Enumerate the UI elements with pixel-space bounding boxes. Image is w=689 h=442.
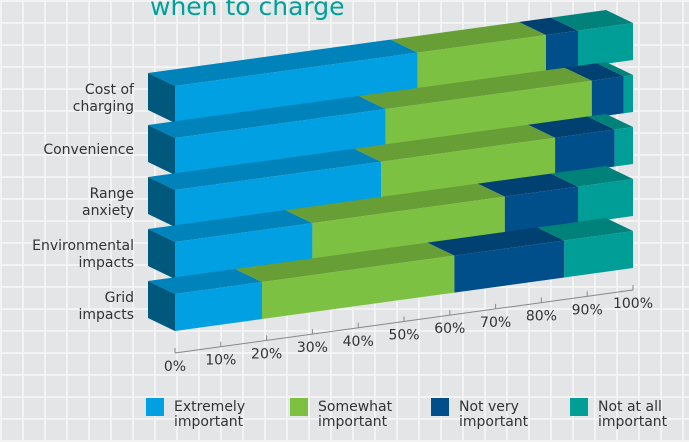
bar-side (148, 229, 175, 279)
bar-top (477, 173, 578, 197)
bar-segment (477, 173, 578, 234)
bar-segment (537, 218, 633, 278)
legend-label: Not at all important (598, 399, 668, 430)
category-label: Range anxiety (81, 185, 134, 219)
bar-top (358, 67, 592, 109)
bar-side (148, 281, 175, 331)
x-tick-label: 100% (613, 296, 653, 312)
bar-segment (148, 39, 418, 123)
bar-segment (148, 148, 382, 227)
bar-top (551, 166, 633, 187)
bar-front (504, 186, 578, 234)
bar-side (148, 177, 175, 227)
bar-segment (358, 67, 592, 146)
bar-top (427, 227, 565, 256)
bar-front (578, 23, 633, 68)
bar-top (564, 63, 624, 81)
x-tick-label: 70% (480, 315, 511, 331)
bar-front (454, 240, 565, 293)
bar-side (148, 73, 175, 123)
legend-swatch (431, 398, 449, 416)
bar-top (148, 148, 382, 190)
bar-front (623, 75, 633, 114)
category-label: Grid impacts (78, 289, 134, 323)
legend-swatch (146, 398, 164, 416)
bar-top (285, 183, 505, 224)
bar-top (551, 10, 633, 31)
bar-front (381, 137, 556, 199)
bar-front (546, 30, 578, 73)
bar-segment (235, 242, 455, 319)
bar-segment (148, 210, 313, 279)
chart-title: when to charge (150, 0, 345, 21)
bar-segment (427, 227, 565, 293)
bar-segment (564, 63, 624, 118)
bar-front (175, 109, 386, 175)
bar-segment (148, 96, 386, 175)
bar-top (587, 114, 633, 130)
bar-front (578, 179, 633, 224)
bar-top (148, 210, 313, 242)
x-tick-label: 10% (205, 353, 236, 369)
bar-front (175, 282, 262, 331)
bar-segment (285, 183, 505, 261)
bar-front (614, 127, 633, 167)
bar-front (175, 161, 382, 227)
bar-top (148, 269, 262, 294)
legend-label: Somewhat important (318, 399, 393, 430)
bar-top (235, 242, 455, 282)
bar-segment (519, 17, 578, 73)
x-tick-label: 40% (343, 334, 374, 350)
legend-label: Extremely important (174, 399, 246, 430)
legend-swatch (570, 398, 588, 416)
bar-front (175, 223, 313, 279)
x-tick-label: 60% (434, 321, 465, 337)
bar-front (555, 129, 615, 175)
bar-top (354, 124, 556, 162)
category-label: Cost of charging (72, 81, 134, 115)
bar-top (596, 62, 633, 77)
bar-segment (551, 166, 633, 224)
bar-side (148, 125, 175, 175)
x-tick-label: 80% (526, 309, 557, 325)
bar-segment (528, 116, 615, 175)
bar-front (385, 80, 592, 146)
bar-front (591, 76, 624, 118)
category-label: Convenience (43, 142, 134, 158)
bar-top (148, 96, 386, 138)
bar-front (312, 196, 505, 261)
bar-top (537, 218, 633, 241)
bar-front (175, 52, 418, 123)
x-tick-label: 20% (251, 346, 282, 362)
x-tick-label: 0% (164, 359, 186, 375)
x-tick-label: 90% (572, 302, 603, 318)
bar-top (148, 39, 418, 86)
bar-front (262, 255, 455, 319)
bar-top (528, 116, 615, 138)
bar-top (390, 22, 546, 53)
bar-segment (148, 269, 262, 331)
bar-segment (587, 114, 633, 167)
bar-front (564, 231, 633, 278)
category-label: Environmental impacts (32, 237, 134, 271)
bar-top (519, 17, 578, 35)
legend-swatch (290, 398, 308, 416)
bar-segment (551, 10, 633, 68)
x-tick-label: 30% (297, 340, 328, 356)
bar-segment (354, 124, 556, 199)
legend-label: Not very important (459, 399, 529, 430)
x-tick-label: 50% (388, 328, 419, 344)
bar-segment (596, 62, 633, 114)
